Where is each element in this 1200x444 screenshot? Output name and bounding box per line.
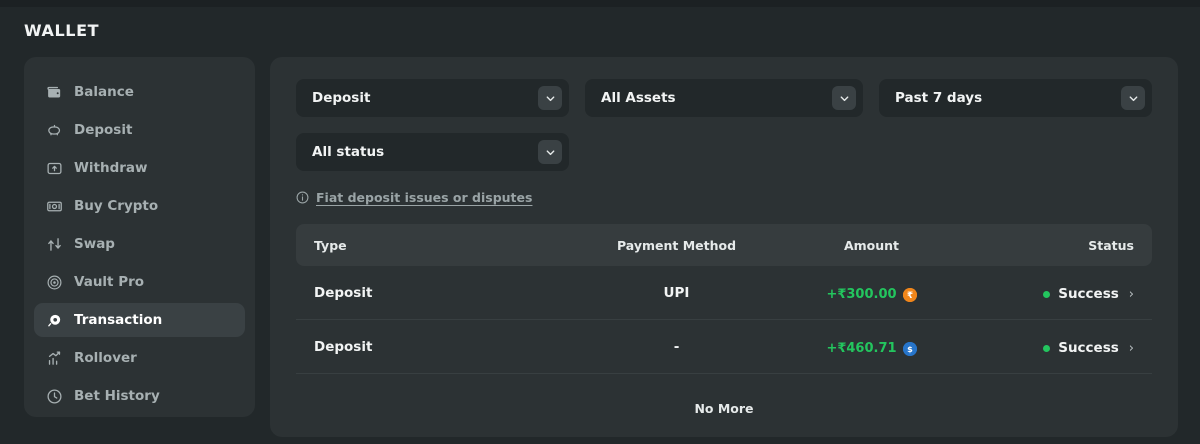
column-header-amount: Amount — [843, 237, 900, 253]
inr-coin-icon: ₹ — [902, 287, 917, 302]
sidebar-item-deposit[interactable]: Deposit — [34, 113, 245, 147]
asset-filter-select[interactable]: All Assets — [585, 79, 863, 117]
cell-payment-method: UPI — [663, 284, 690, 301]
type-filter-value: Deposit — [312, 90, 371, 106]
fiat-dispute-link-label: Fiat deposit issues or disputes — [316, 190, 533, 205]
table-row[interactable]: Deposit UPI +₹300.00 ₹ Success › — [296, 266, 1152, 320]
transaction-panel: Deposit All Assets Past 7 days All s — [270, 57, 1178, 437]
status-dot-icon — [1043, 344, 1051, 352]
sidebar-item-balance[interactable]: Balance — [34, 75, 245, 109]
status-badge: Success — [1058, 340, 1119, 357]
withdraw-icon — [46, 160, 63, 177]
cell-status: Success › — [954, 337, 1134, 357]
info-circle-icon — [296, 191, 309, 204]
top-strip — [0, 0, 1200, 7]
vault-icon — [46, 274, 63, 291]
amount-value: +₹460.71 — [826, 341, 897, 356]
status-dot-icon — [1043, 290, 1051, 298]
page-title: WALLET — [24, 21, 100, 40]
sidebar-item-rollover[interactable]: Rollover — [34, 341, 245, 375]
svg-text:₹: ₹ — [907, 290, 913, 300]
cell-status: Success › — [954, 283, 1134, 303]
transaction-icon — [46, 312, 63, 329]
piggy-bank-icon — [46, 122, 63, 139]
transactions-table: Type Payment Method Amount Status Deposi… — [296, 224, 1152, 416]
svg-text:$: $ — [907, 343, 913, 353]
sidebar-item-label: Deposit — [74, 122, 133, 138]
chevron-down-icon[interactable] — [1121, 86, 1145, 110]
cell-amount: +₹460.71 $ — [789, 337, 954, 356]
type-filter-select[interactable]: Deposit — [296, 79, 569, 117]
usdc-coin-icon: $ — [902, 341, 917, 356]
asset-filter-value: All Assets — [601, 90, 676, 106]
table-header-row: Type Payment Method Amount Status — [296, 224, 1152, 266]
sidebar-item-label: Balance — [74, 84, 134, 100]
sidebar-item-label: Buy Crypto — [74, 198, 159, 214]
column-header-status: Status — [1088, 237, 1134, 253]
sidebar: Balance Deposit Withdraw — [24, 57, 255, 417]
sidebar-item-label: Vault Pro — [74, 274, 145, 290]
sidebar-item-label: Swap — [74, 236, 115, 252]
sidebar-item-label: Bet History — [74, 388, 160, 404]
period-filter-select[interactable]: Past 7 days — [879, 79, 1152, 117]
swap-arrows-icon — [46, 236, 63, 253]
sidebar-item-buy-crypto[interactable]: Buy Crypto — [34, 189, 245, 223]
chevron-down-icon[interactable] — [538, 140, 562, 164]
sidebar-item-transaction[interactable]: Transaction — [34, 303, 245, 337]
chevron-down-icon[interactable] — [538, 86, 562, 110]
cell-type: Deposit — [314, 284, 373, 301]
sidebar-item-label: Transaction — [74, 312, 163, 328]
column-header-type: Type — [314, 237, 347, 253]
wallet-icon — [46, 84, 63, 101]
sidebar-item-bet-history[interactable]: Bet History — [34, 379, 245, 413]
clock-icon — [46, 388, 63, 405]
period-filter-value: Past 7 days — [895, 90, 983, 106]
no-more-label: No More — [694, 401, 754, 416]
status-filter-value: All status — [312, 144, 385, 160]
cell-amount: +₹300.00 ₹ — [789, 283, 954, 302]
sidebar-item-label: Withdraw — [74, 160, 148, 176]
status-badge: Success — [1058, 286, 1119, 303]
sidebar-item-swap[interactable]: Swap — [34, 227, 245, 261]
fiat-dispute-link[interactable]: Fiat deposit issues or disputes — [296, 190, 532, 205]
filters-row-1: Deposit All Assets Past 7 days — [296, 79, 1152, 117]
amount-value: +₹300.00 — [826, 287, 897, 302]
chevron-down-icon[interactable] — [832, 86, 856, 110]
cell-type: Deposit — [314, 338, 373, 355]
status-filter-select[interactable]: All status — [296, 133, 569, 171]
banknote-icon — [46, 198, 63, 215]
filters-row-2: All status — [296, 133, 1152, 171]
sidebar-item-vault-pro[interactable]: Vault Pro — [34, 265, 245, 299]
column-header-payment-method: Payment Method — [616, 237, 737, 253]
sidebar-item-withdraw[interactable]: Withdraw — [34, 151, 245, 185]
chevron-right-icon[interactable]: › — [1128, 340, 1134, 356]
cell-payment-method: - — [673, 338, 680, 355]
table-row[interactable]: Deposit - +₹460.71 $ Success › — [296, 320, 1152, 374]
chevron-right-icon[interactable]: › — [1128, 286, 1134, 302]
bar-chart-icon — [46, 350, 63, 367]
sidebar-item-label: Rollover — [74, 350, 137, 366]
